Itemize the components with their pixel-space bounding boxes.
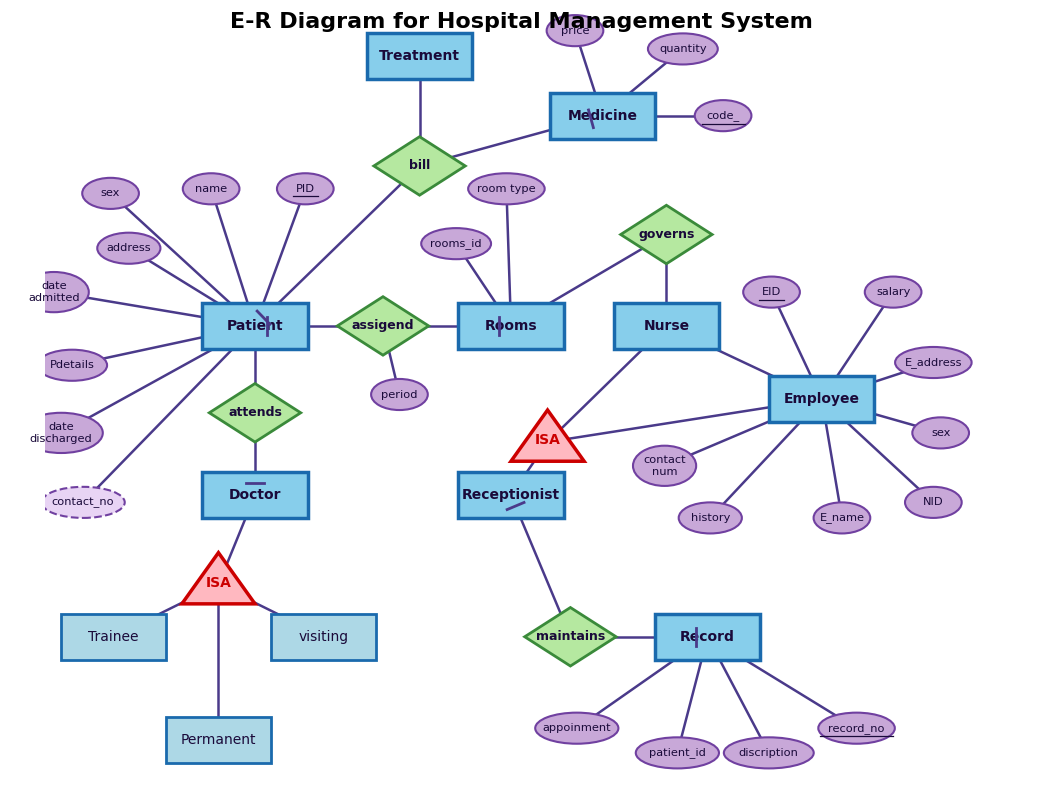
Text: Trainee: Trainee <box>88 630 139 644</box>
FancyBboxPatch shape <box>550 93 655 139</box>
Text: Nurse: Nurse <box>644 319 689 333</box>
Text: record_no: record_no <box>828 723 884 734</box>
Text: Patient: Patient <box>226 319 284 333</box>
Text: attends: attends <box>228 406 282 419</box>
Ellipse shape <box>183 174 240 204</box>
Ellipse shape <box>20 413 103 453</box>
FancyBboxPatch shape <box>367 33 472 79</box>
Text: governs: governs <box>638 228 695 241</box>
Text: bill: bill <box>409 159 430 173</box>
FancyBboxPatch shape <box>770 376 874 422</box>
Text: Medicine: Medicine <box>567 109 637 122</box>
Ellipse shape <box>913 417 969 448</box>
Text: assigend: assigend <box>351 320 414 332</box>
Ellipse shape <box>535 712 618 744</box>
Ellipse shape <box>97 233 161 264</box>
Ellipse shape <box>38 350 107 381</box>
Text: appoinment: appoinment <box>542 724 611 733</box>
Ellipse shape <box>865 277 921 308</box>
Ellipse shape <box>895 347 972 378</box>
Ellipse shape <box>905 487 962 518</box>
Ellipse shape <box>633 446 696 486</box>
Ellipse shape <box>679 503 742 533</box>
Text: code_: code_ <box>706 110 739 122</box>
Ellipse shape <box>648 33 718 65</box>
Text: Employee: Employee <box>784 392 859 406</box>
Ellipse shape <box>42 487 125 518</box>
Ellipse shape <box>82 178 139 209</box>
Text: Pdetails: Pdetails <box>50 361 95 370</box>
Ellipse shape <box>468 174 544 204</box>
Text: period: period <box>381 390 417 399</box>
Text: maintains: maintains <box>536 630 605 643</box>
Ellipse shape <box>19 272 89 312</box>
FancyBboxPatch shape <box>655 614 760 660</box>
Text: date
admitted: date admitted <box>28 282 79 303</box>
Text: ISA: ISA <box>535 433 560 447</box>
Text: Rooms: Rooms <box>485 319 537 333</box>
Text: Doctor: Doctor <box>228 488 282 502</box>
Ellipse shape <box>371 379 428 410</box>
Ellipse shape <box>724 738 814 768</box>
FancyBboxPatch shape <box>202 303 308 349</box>
Text: E-R Diagram for Hospital Management System: E-R Diagram for Hospital Management Syst… <box>231 12 812 32</box>
Text: contact
num: contact num <box>644 455 686 477</box>
FancyBboxPatch shape <box>459 472 563 518</box>
Polygon shape <box>511 410 584 462</box>
Text: NID: NID <box>923 497 944 507</box>
Ellipse shape <box>547 15 603 47</box>
Text: Treatment: Treatment <box>379 49 460 63</box>
Ellipse shape <box>814 503 870 533</box>
Ellipse shape <box>819 712 895 744</box>
Ellipse shape <box>277 174 334 204</box>
Ellipse shape <box>744 277 800 308</box>
Text: date
discharged: date discharged <box>30 422 93 443</box>
FancyBboxPatch shape <box>202 472 308 518</box>
Text: visiting: visiting <box>298 630 348 644</box>
Text: history: history <box>690 513 730 523</box>
Text: ISA: ISA <box>205 576 232 590</box>
Polygon shape <box>337 297 429 355</box>
Polygon shape <box>621 205 712 264</box>
Text: Permanent: Permanent <box>180 733 257 747</box>
Text: discription: discription <box>738 748 799 758</box>
Text: salary: salary <box>876 287 911 297</box>
Text: patient_id: patient_id <box>649 747 706 758</box>
Text: contact_no: contact_no <box>52 497 115 507</box>
Text: E_address: E_address <box>904 357 962 368</box>
FancyBboxPatch shape <box>614 303 719 349</box>
Text: quantity: quantity <box>659 44 707 54</box>
Polygon shape <box>181 552 254 604</box>
Text: name: name <box>195 184 227 194</box>
FancyBboxPatch shape <box>166 717 271 763</box>
FancyBboxPatch shape <box>271 614 377 660</box>
Polygon shape <box>525 608 616 666</box>
FancyBboxPatch shape <box>60 614 166 660</box>
Ellipse shape <box>636 738 719 768</box>
Ellipse shape <box>695 100 751 131</box>
Text: rooms_id: rooms_id <box>431 238 482 249</box>
Text: sex: sex <box>931 428 950 438</box>
Text: room type: room type <box>477 184 536 194</box>
Text: PID: PID <box>296 184 315 194</box>
Ellipse shape <box>421 228 491 260</box>
Text: E_name: E_name <box>820 513 865 523</box>
Text: sex: sex <box>101 189 120 198</box>
Text: Receptionist: Receptionist <box>462 488 560 502</box>
Text: address: address <box>106 243 151 253</box>
Text: EID: EID <box>762 287 781 297</box>
Text: price: price <box>561 26 589 36</box>
FancyBboxPatch shape <box>459 303 563 349</box>
Polygon shape <box>210 383 300 442</box>
Text: Record: Record <box>680 630 735 644</box>
Polygon shape <box>373 136 465 195</box>
